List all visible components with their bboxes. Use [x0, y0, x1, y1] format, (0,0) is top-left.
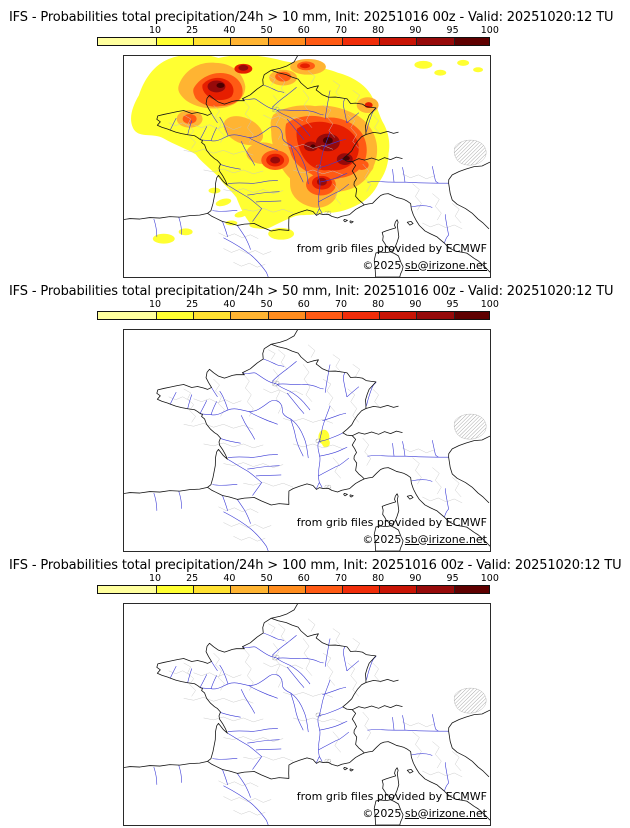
precipitation-map-100mm — [124, 604, 490, 825]
colorbar: 10 25 40 50 60 70 80 90 95 100 — [97, 25, 499, 49]
colorbar-segment — [379, 312, 417, 319]
map-credits: from grib files provided by ECMWF ©2025 … — [297, 241, 487, 274]
colorbar-segment — [267, 38, 305, 45]
panel-100mm: IFS - Probabilities total precipitation/… — [0, 554, 630, 828]
colorbar-tick-label: 10 — [148, 573, 162, 584]
panel-title: IFS - Probabilities total precipitation/… — [9, 284, 614, 299]
colorbar-bar — [97, 311, 490, 320]
colorbar-segment — [453, 38, 489, 45]
map-10mm: from grib files provided by ECMWF ©2025 … — [123, 55, 491, 278]
copyright-link[interactable]: sb@irizone.net — [404, 532, 487, 546]
copyright-credit: ©2025 sb@irizone.net — [297, 532, 487, 549]
colorbar-segment — [379, 586, 417, 593]
colorbar-tick-labels: 10 25 40 50 60 70 80 90 95 100 — [97, 25, 499, 36]
colorbar-segment — [98, 312, 156, 319]
colorbar-segment — [416, 38, 454, 45]
colorbar-segment — [416, 312, 454, 319]
colorbar-tick-label: 95 — [446, 299, 459, 310]
colorbar-tick-label: 10 — [148, 299, 162, 310]
colorbar-bar — [97, 37, 490, 46]
panel-50mm: IFS - Probabilities total precipitation/… — [0, 280, 630, 554]
colorbar-segment — [98, 38, 156, 45]
colorbar-tick-label: 50 — [260, 25, 273, 36]
colorbar-segment — [230, 38, 268, 45]
colorbar-tick-label: 60 — [297, 25, 310, 36]
colorbar-segment — [304, 586, 342, 593]
colorbar-tick-label: 70 — [334, 299, 348, 310]
colorbar-tick-label: 80 — [372, 25, 385, 36]
provider-credit: from grib files provided by ECMWF — [296, 790, 487, 803]
colorbar-segment — [156, 38, 194, 45]
colorbar-segment — [230, 312, 268, 319]
precipitation-map-10mm — [124, 56, 490, 277]
copyright-prefix: ©2025 — [362, 806, 405, 820]
colorbar-segment — [453, 586, 489, 593]
colorbar-segment — [304, 312, 342, 319]
map-credits: from grib files provided by ECMWF ©2025 … — [297, 515, 487, 548]
colorbar-tick-label: 10 — [148, 25, 162, 36]
colorbar-tick-label: 60 — [297, 299, 310, 310]
map-50mm: from grib files provided by ECMWF ©2025 … — [123, 329, 491, 552]
colorbar-tick-label: 40 — [223, 299, 236, 310]
copyright-prefix: ©2025 — [362, 532, 405, 546]
provider-credit: from grib files provided by ECMWF — [296, 516, 487, 529]
colorbar-segment — [453, 312, 489, 319]
colorbar-tick-label: 60 — [297, 573, 310, 584]
colorbar-tick-label: 25 — [186, 573, 199, 584]
copyright-link[interactable]: sb@irizone.net — [404, 806, 487, 820]
copyright-link[interactable]: sb@irizone.net — [404, 258, 487, 272]
panel-title: IFS - Probabilities total precipitation/… — [9, 10, 614, 25]
colorbar-tick-label: 90 — [409, 573, 422, 584]
colorbar-tick-label: 40 — [223, 573, 236, 584]
colorbar-tick-label: 100 — [480, 25, 499, 36]
colorbar-tick-label: 90 — [409, 299, 422, 310]
colorbar-tick-label: 40 — [223, 25, 236, 36]
colorbar-segment — [341, 38, 380, 45]
colorbar-tick-label: 90 — [409, 25, 422, 36]
colorbar-segment — [267, 312, 305, 319]
provider-credit: from grib files provided by ECMWF — [296, 242, 487, 255]
colorbar-tick-label: 70 — [334, 25, 348, 36]
copyright-prefix: ©2025 — [362, 258, 405, 272]
colorbar-tick-label: 95 — [446, 573, 459, 584]
map-100mm: from grib files provided by ECMWF ©2025 … — [123, 603, 491, 826]
colorbar-bar — [97, 585, 490, 594]
colorbar-segment — [304, 38, 342, 45]
precip-overlay-10mm — [131, 56, 484, 244]
colorbar-tick-label: 25 — [186, 25, 199, 36]
colorbar-tick-label: 100 — [480, 299, 499, 310]
colorbar: 10 25 40 50 60 70 80 90 95 100 — [97, 299, 499, 323]
colorbar-segment — [193, 38, 231, 45]
copyright-credit: ©2025 sb@irizone.net — [297, 258, 487, 275]
colorbar-tick-label: 50 — [260, 299, 273, 310]
colorbar-tick-label: 25 — [186, 299, 199, 310]
colorbar-tick-label: 50 — [260, 573, 273, 584]
map-credits: from grib files provided by ECMWF ©2025 … — [297, 789, 487, 822]
colorbar-tick-labels: 10 25 40 50 60 70 80 90 95 100 — [97, 573, 499, 584]
colorbar-tick-label: 100 — [480, 573, 499, 584]
colorbar-segment — [416, 586, 454, 593]
colorbar-segment — [156, 312, 194, 319]
colorbar-tick-label: 70 — [334, 573, 348, 584]
colorbar-segment — [267, 586, 305, 593]
colorbar-segment — [379, 38, 417, 45]
colorbar-tick-labels: 10 25 40 50 60 70 80 90 95 100 — [97, 299, 499, 310]
colorbar-tick-label: 80 — [372, 573, 385, 584]
panel-10mm: IFS - Probabilities total precipitation/… — [0, 6, 630, 280]
colorbar-segment — [193, 312, 231, 319]
precipitation-map-50mm — [124, 330, 490, 551]
colorbar-segment — [156, 586, 194, 593]
panel-title: IFS - Probabilities total precipitation/… — [9, 558, 622, 573]
copyright-credit: ©2025 sb@irizone.net — [297, 806, 487, 823]
colorbar-segment — [341, 312, 380, 319]
colorbar: 10 25 40 50 60 70 80 90 95 100 — [97, 573, 499, 597]
colorbar-tick-label: 80 — [372, 299, 385, 310]
colorbar-segment — [230, 586, 268, 593]
colorbar-tick-label: 95 — [446, 25, 459, 36]
colorbar-segment — [193, 586, 231, 593]
colorbar-segment — [98, 586, 156, 593]
colorbar-segment — [341, 586, 380, 593]
